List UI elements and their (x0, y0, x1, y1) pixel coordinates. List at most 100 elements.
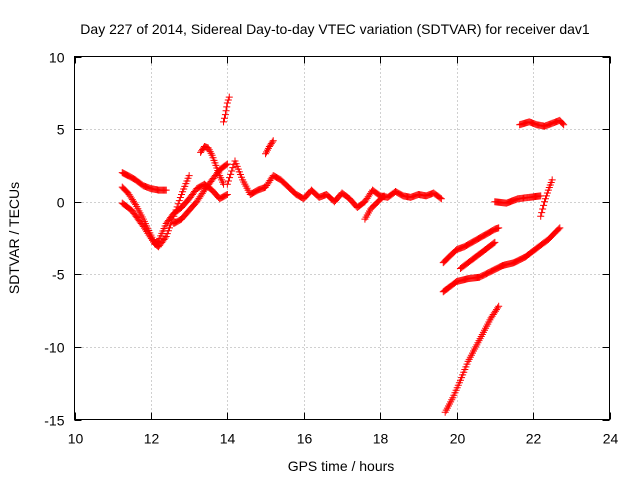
y-tick-labels: -15 -10 -5 0 5 10 (44, 50, 64, 429)
data-point (165, 224, 173, 232)
data-point (490, 239, 498, 247)
data-point (162, 186, 170, 194)
series-seg6 (220, 93, 233, 126)
data-point (537, 212, 545, 220)
data-point (263, 146, 271, 154)
x-tick-label: 14 (220, 431, 236, 447)
data-point (169, 215, 177, 223)
data-point (172, 206, 180, 214)
series-seg10 (439, 224, 503, 267)
x-tick-label: 22 (526, 431, 542, 447)
x-tick-label: 16 (297, 431, 313, 447)
data-point (222, 191, 230, 199)
data-point (175, 197, 183, 205)
data-point (263, 148, 271, 156)
series-seg15 (516, 116, 568, 130)
data-point (380, 192, 388, 200)
data-point (204, 144, 212, 152)
data-point (222, 107, 230, 115)
x-tick-label: 12 (144, 431, 160, 447)
y-tick-label: -10 (44, 340, 64, 356)
data-point (222, 161, 230, 169)
data-point (220, 118, 228, 126)
data-point (379, 193, 387, 201)
y-axis-label: SDTVAR / TECUs (6, 182, 22, 294)
data-point (131, 199, 139, 207)
data-point (174, 200, 182, 208)
data-point (224, 177, 232, 185)
data-point (495, 224, 503, 232)
data-points (118, 93, 568, 416)
data-point (560, 121, 568, 129)
grid (74, 56, 610, 420)
series-seg9 (361, 192, 388, 223)
data-point (206, 148, 214, 156)
series-seg7 (223, 157, 445, 212)
data-point (495, 302, 503, 310)
x-tick-label: 20 (450, 431, 466, 447)
chart-title: Day 227 of 2014, Sidereal Day-to-day VTE… (80, 21, 590, 37)
data-point (221, 111, 229, 119)
data-point (262, 150, 270, 158)
data-point (205, 146, 213, 154)
data-point (226, 174, 234, 182)
x-tick-label: 24 (603, 431, 619, 447)
data-point (164, 227, 172, 235)
data-point (555, 225, 563, 233)
plot-frame (74, 56, 610, 420)
data-point (437, 195, 445, 203)
data-point (556, 224, 564, 232)
data-point (541, 198, 549, 206)
data-point (176, 194, 184, 202)
data-point (494, 304, 502, 312)
data-point (170, 212, 178, 220)
data-point (223, 99, 231, 107)
x-tick-labels: 10 12 14 16 18 20 22 24 (68, 431, 619, 447)
data-point (538, 209, 546, 217)
data-point (491, 238, 499, 246)
series-seg13 (441, 302, 503, 416)
data-point (207, 149, 215, 157)
x-tick-label: 18 (373, 431, 389, 447)
data-point (542, 192, 550, 200)
data-point (559, 120, 567, 128)
data-point (161, 234, 169, 242)
data-point (225, 93, 233, 101)
y-tick-label: -15 (44, 413, 64, 429)
data-point (162, 233, 170, 241)
series-seg12 (456, 238, 499, 272)
data-point (185, 172, 193, 180)
series-seg8 (262, 137, 277, 158)
data-point (223, 180, 231, 188)
data-point (540, 201, 548, 209)
data-point (163, 230, 171, 238)
data-point (268, 138, 276, 146)
data-point (224, 96, 232, 104)
y-tick-label: 5 (57, 122, 65, 138)
data-point (539, 205, 547, 213)
y-tick-label: 0 (57, 195, 65, 211)
x-axis-label: GPS time / hours (288, 458, 395, 474)
data-point (223, 160, 231, 168)
series-seg3 (118, 172, 193, 251)
data-point (269, 137, 277, 145)
data-point (171, 209, 179, 217)
axis-ticks (74, 56, 611, 421)
series-seg11 (439, 224, 564, 296)
data-point (548, 176, 556, 184)
series-seg14 (491, 192, 545, 207)
series-seg4 (170, 160, 231, 227)
series-seg16 (537, 176, 556, 220)
data-point (543, 189, 551, 197)
data-point (229, 164, 237, 172)
data-point (167, 221, 175, 229)
data-point (541, 195, 549, 203)
series-seg1 (118, 169, 170, 194)
y-tick-label: -5 (52, 267, 65, 283)
data-point (223, 103, 231, 111)
x-tick-label: 10 (68, 431, 84, 447)
data-point (220, 114, 228, 122)
y-tick-label: 10 (49, 50, 65, 66)
data-point (173, 203, 181, 211)
